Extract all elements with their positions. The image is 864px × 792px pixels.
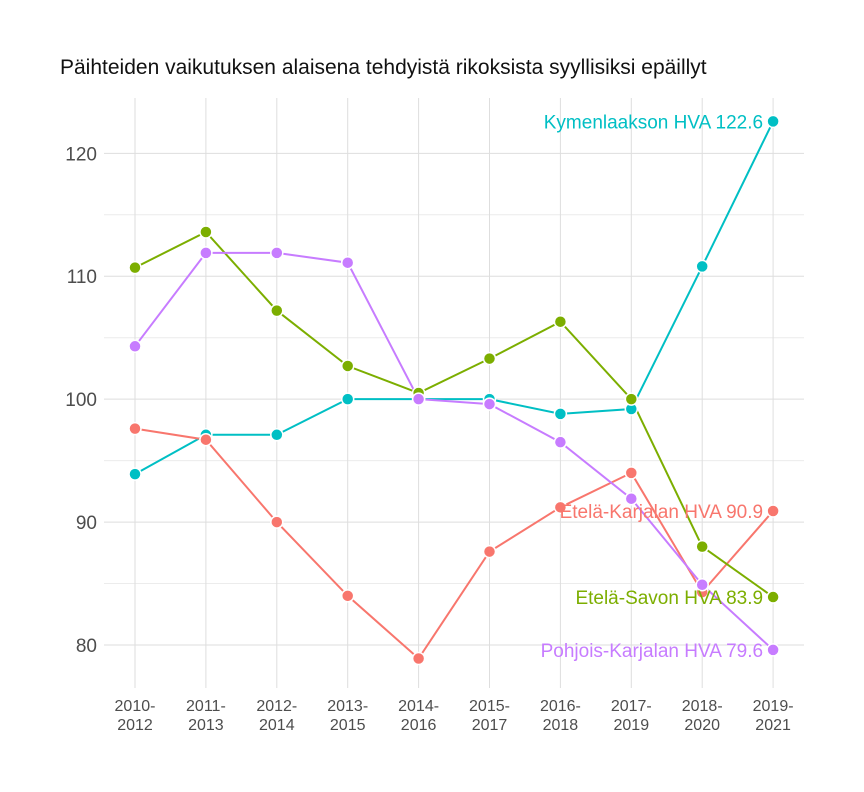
x-tick-label: 2018-2020 (682, 698, 723, 734)
data-point (624, 392, 639, 406)
data-point (270, 303, 284, 318)
data-point (766, 643, 780, 657)
x-tick-label: 2014-2016 (398, 698, 439, 734)
series-line (134, 251, 774, 651)
data-point (199, 225, 213, 239)
grid-lines (104, 98, 804, 688)
y-tick-label: 120 (65, 144, 97, 165)
x-tick-label: 2011-2013 (186, 698, 226, 734)
data-point (624, 466, 639, 480)
x-tick-label: 2019-2021 (753, 698, 794, 734)
data-point (624, 491, 639, 506)
y-tick-label: 80 (76, 636, 97, 657)
data-point (553, 500, 568, 515)
data-point (340, 255, 355, 270)
data-point (695, 539, 709, 554)
y-axis-ticks: 80 90 100 110 120 (65, 144, 97, 657)
data-point (695, 578, 709, 592)
data-point (128, 260, 142, 275)
data-point (340, 392, 355, 406)
series-end-label: Kymenlaakson HVA 122.6 (544, 112, 763, 133)
series-end-labels: Kymenlaakson HVA 122.6 Etelä-Karjalan HVA… (541, 112, 764, 662)
data-point (340, 359, 355, 373)
data-point (128, 339, 142, 354)
data-point (128, 421, 142, 436)
data-point (270, 428, 284, 442)
data-point (199, 432, 213, 447)
x-tick-label: 2010-2012 (115, 698, 156, 734)
data-point (766, 114, 780, 129)
data-point (553, 407, 568, 421)
x-tick-label: 2012-2014 (256, 698, 297, 734)
x-tick-label: 2015-2017 (469, 698, 510, 734)
series-points (128, 114, 780, 666)
series-line (134, 427, 774, 661)
data-point (482, 351, 497, 366)
data-point (482, 397, 497, 411)
series-end-label: Pohjois-Karjalan HVA 79.6 (541, 641, 764, 662)
data-point (553, 314, 568, 329)
series-end-label: Etelä-Karjalan HVA 90.9 (560, 502, 764, 523)
x-tick-label: 2013-2015 (327, 698, 368, 734)
y-tick-label: 100 (65, 390, 97, 411)
chart-title: Päihteiden vaikutuksen alaisena tehdyist… (60, 56, 707, 79)
data-point (411, 392, 426, 406)
series-line (134, 230, 774, 598)
data-point (340, 589, 355, 603)
x-axis-ticks: 2010-2012 2011-2013 2012-2014 2013-2015 2014… (115, 698, 794, 734)
data-point (199, 246, 213, 260)
x-tick-label: 2017-2019 (611, 698, 652, 734)
y-tick-label: 110 (67, 267, 97, 288)
data-point (411, 651, 426, 666)
data-point (128, 467, 142, 481)
data-point (766, 504, 780, 518)
data-point (482, 544, 497, 559)
data-point (553, 435, 568, 449)
x-tick-label: 2016-2018 (540, 698, 581, 734)
data-point (766, 590, 780, 604)
data-point (270, 515, 284, 529)
data-point (270, 246, 284, 260)
y-tick-label: 90 (76, 513, 97, 534)
series-lines (134, 120, 774, 661)
series-end-label: Etelä-Savon HVA 83.9 (575, 588, 763, 609)
series-line (134, 120, 774, 475)
data-point (695, 259, 709, 274)
